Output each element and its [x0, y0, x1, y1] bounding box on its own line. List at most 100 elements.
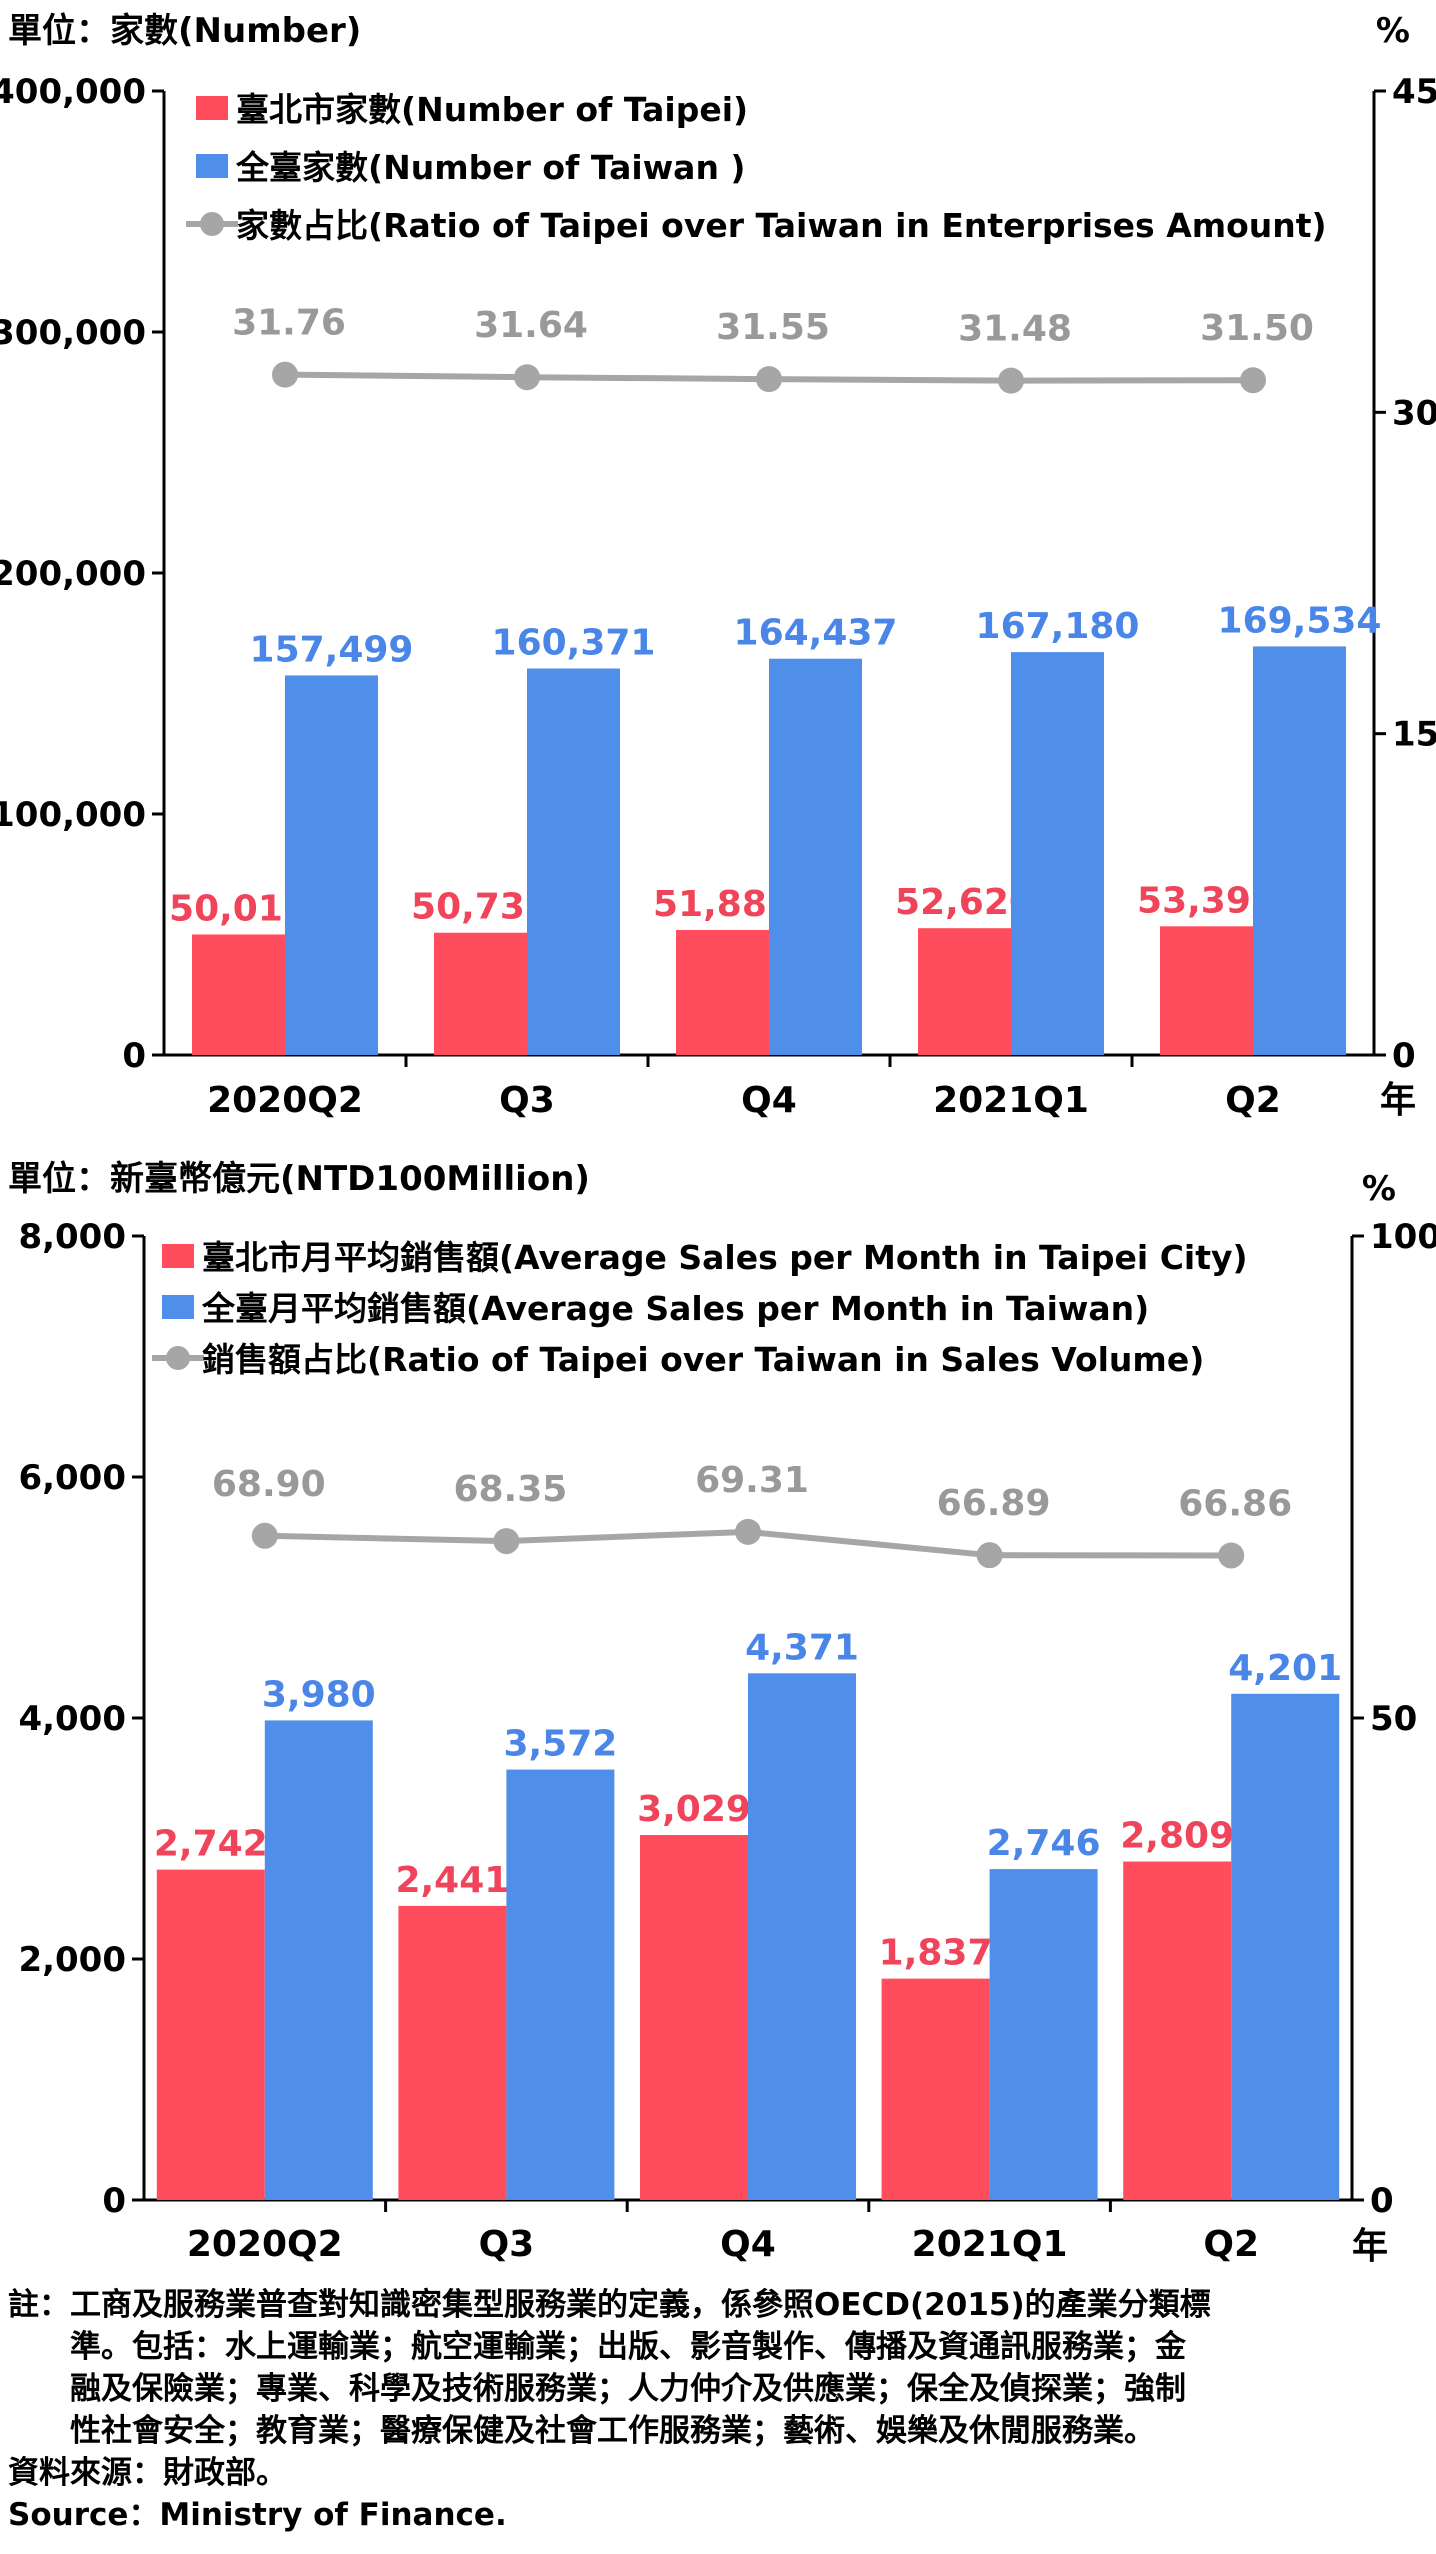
right-tick-label: 50 [1370, 1699, 1417, 1739]
ratio-point [735, 1518, 761, 1545]
legend-label: 銷售額占比(Ratio of Taipei over Taiwan in Sal… [202, 1340, 1204, 1379]
taipei-bar [434, 932, 527, 1055]
taiwan-data-label: 157,499 [250, 629, 414, 670]
taiwan-data-label: 160,371 [492, 623, 656, 664]
notes-section: 註：工商及服務業普查對知識密集型服務業的定義，係參照OECD(2015)的產業分… [8, 2284, 1428, 2536]
ratio-data-label: 31.76 [232, 303, 346, 344]
legend-label: 全臺家數(Number of Taiwan ) [235, 148, 746, 187]
legend-label: 全臺月平均銷售額(Average Sales per Month in Taiw… [201, 1289, 1149, 1328]
x-tick-label: 2020Q2 [187, 2224, 343, 2265]
left-tick-label: 300,000 [0, 313, 146, 353]
note-line-4: 性社會安全；教育業；醫療保健及社會工作服務業；藝術、娛樂及休閒服務業。 [8, 2413, 1155, 2449]
taipei-data-label: 50,735 [411, 887, 550, 928]
x-tick-label: 2021Q1 [933, 1080, 1089, 1121]
taiwan-bar [264, 1720, 373, 2200]
x-tick-label: Q4 [741, 1080, 797, 1121]
left-unit-label: 單位：家數(Number) [8, 11, 361, 51]
chart-2: 單位：新臺幣億元(NTD100Million) % 0 2,000 4,000 6,000… [8, 1159, 1436, 2267]
chart-1: 單位：家數(Number) % 0 100,000 200,000 300,000 400,… [0, 11, 1436, 1121]
ratio-point [1240, 367, 1266, 394]
taipei-bar [918, 928, 1011, 1055]
right-tick-label: 0 [1392, 1036, 1416, 1076]
x-tick-label: Q2 [1225, 1080, 1281, 1121]
legend-label: 臺北市家數(Number of Taipei) [236, 90, 748, 129]
taiwan-bar [527, 668, 620, 1055]
taipei-bar [1123, 1861, 1232, 2200]
right-tick-label: 15 [1392, 715, 1436, 755]
ratio-point [272, 361, 298, 388]
taipei-data-label: 2,809 [1120, 1816, 1234, 1857]
ratio-data-label: 68.35 [453, 1469, 567, 1510]
left-tick-label: 2,000 [18, 1940, 126, 1980]
right-tick-label: 100 [1370, 1217, 1436, 1257]
ratio-data-label: 66.89 [937, 1483, 1051, 1524]
taipei-data-label: 51,882 [653, 884, 792, 925]
taiwan-data-label: 4,201 [1228, 1648, 1342, 1689]
left-tick-label: 200,000 [0, 554, 146, 594]
x-tick-label: Q3 [479, 2224, 535, 2265]
left-tick-label: 400,000 [0, 72, 146, 112]
taipei-bar [881, 1978, 990, 2200]
year-label: 年 [1380, 1080, 1416, 1121]
year-label: 年 [1352, 2226, 1388, 2267]
right-unit-label: % [1362, 1169, 1396, 1209]
legend-label: 臺北市月平均銷售額(Average Sales per Month in Tai… [202, 1238, 1248, 1277]
ratio-point [493, 1528, 520, 1555]
taiwan-bar [1253, 646, 1346, 1055]
legend-swatch-taiwan [196, 154, 228, 178]
source-en: Source：Ministry of Finance. [8, 2497, 507, 2533]
taiwan-data-label: 3,980 [262, 1674, 376, 1715]
legend-swatch-taiwan [162, 1295, 194, 1319]
note-line-1: 註：工商及服務業普查對知識密集型服務業的定義，係參照OECD(2015)的產業分… [8, 2287, 1211, 2323]
right-tick-label: 0 [1370, 2181, 1394, 2221]
legend-swatch-taipei [196, 96, 228, 120]
taipei-bar [640, 1835, 748, 2200]
right-tick-label: 45 [1392, 72, 1436, 112]
right-tick-label: 30 [1392, 393, 1436, 433]
taipei-bar [192, 934, 285, 1055]
ratio-point [1218, 1542, 1245, 1569]
note-line-3: 融及保險業；專業、科學及技術服務業；人力仲介及供應業；保全及偵探業；強制 [8, 2371, 1186, 2407]
taipei-bar [398, 1905, 507, 2200]
taipei-bar [1160, 926, 1253, 1055]
taipei-bar [676, 929, 769, 1055]
taipei-data-label: 50,015 [169, 888, 308, 929]
x-tick-label: Q4 [720, 2224, 776, 2265]
taiwan-data-label: 167,180 [976, 606, 1140, 647]
taiwan-bar [1011, 652, 1104, 1055]
ratio-data-label: 31.55 [716, 307, 830, 348]
ratio-point [251, 1522, 278, 1549]
ratio-data-label: 31.64 [474, 305, 588, 346]
x-tick-label: Q3 [499, 1080, 555, 1121]
left-tick-label: 6,000 [18, 1458, 126, 1498]
taiwan-data-label: 3,572 [503, 1724, 617, 1765]
taiwan-data-label: 4,371 [745, 1627, 859, 1668]
ratio-data-label: 31.48 [958, 309, 1072, 350]
ratio-data-label: 68.90 [212, 1464, 326, 1505]
legend-marker-ratio [166, 1346, 190, 1370]
left-tick-label: 8,000 [18, 1217, 126, 1257]
taiwan-bar [989, 1869, 1098, 2200]
taiwan-bar [1231, 1693, 1340, 2200]
taipei-bar [156, 1869, 265, 2200]
right-unit-label: % [1376, 11, 1410, 51]
taiwan-data-label: 2,746 [987, 1823, 1101, 1864]
taipei-data-label: 53,398 [1137, 880, 1276, 921]
taiwan-bar [285, 675, 378, 1055]
ratio-data-label: 31.50 [1200, 308, 1314, 349]
ratio-data-label: 66.86 [1178, 1483, 1292, 1524]
taipei-data-label: 2,441 [395, 1860, 509, 1901]
taipei-data-label: 1,837 [879, 1933, 993, 1974]
ratio-point [514, 364, 540, 391]
taiwan-data-label: 169,534 [1218, 600, 1382, 641]
taiwan-bar [769, 658, 862, 1055]
taiwan-data-label: 164,437 [734, 613, 898, 654]
left-unit-label: 單位：新臺幣億元(NTD100Million) [8, 1159, 590, 1199]
x-tick-label: Q2 [1203, 2224, 1259, 2265]
ratio-point [998, 367, 1024, 394]
legend-marker-ratio [200, 212, 224, 236]
taipei-data-label: 52,620 [895, 882, 1034, 923]
left-tick-label: 0 [102, 2181, 126, 2221]
source-zh: 資料來源：財政部。 [8, 2455, 287, 2491]
ratio-point [756, 366, 782, 393]
